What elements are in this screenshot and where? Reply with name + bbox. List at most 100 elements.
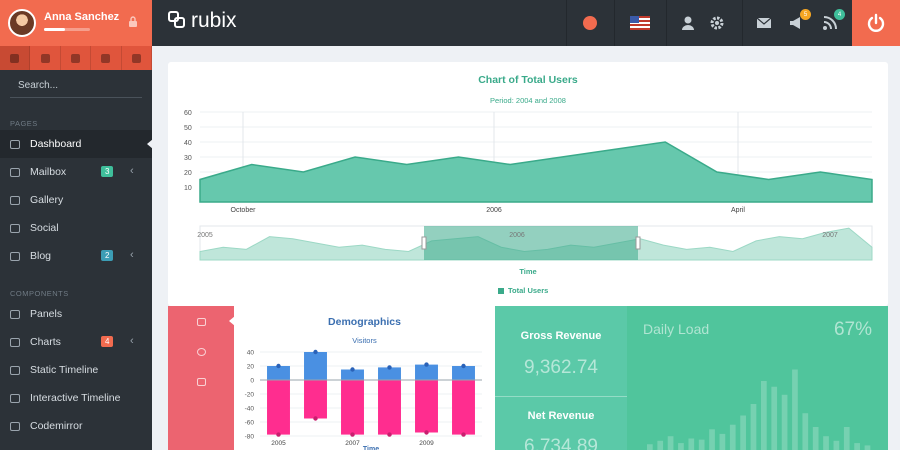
total-users-chart-panel: 10 20 30 40 50 60 October 2006 April 2005 2006 2007… <box>168 62 888 306</box>
dashboard-icon <box>10 139 20 149</box>
sidebar-item-label: Charts <box>30 336 61 348</box>
gross-revenue-label: Gross Revenue <box>520 330 602 342</box>
avatar[interactable] <box>8 9 36 37</box>
sidebar-item-mailbox[interactable]: Mailbox 3 ‹ <box>0 158 152 186</box>
net-revenue-value: 6,734.89 <box>524 436 598 450</box>
count-badge: 2 <box>101 250 114 261</box>
panels-icon <box>10 309 20 319</box>
daily-load-bar <box>657 440 664 450</box>
sidebar-item-dashboard[interactable]: Dashboard <box>0 130 153 158</box>
visitors-point <box>350 432 355 437</box>
x-tick-label: 2005 <box>271 440 286 447</box>
daily-load-bar <box>854 443 860 450</box>
power-button[interactable] <box>852 0 900 46</box>
sidebar: Anna Sanchez Search... PAGES Dashboard Ma… <box>0 0 153 450</box>
demographics-title: Demographics <box>328 316 401 328</box>
visitors-point <box>313 349 318 355</box>
sidebar-item-static-timeline[interactable]: Static Timeline <box>0 356 152 384</box>
section-label-pages: PAGES <box>10 118 38 128</box>
daily-load-bar <box>833 440 840 450</box>
visitors-bar <box>304 352 327 380</box>
rss-icon[interactable]: 4 <box>822 9 845 31</box>
gear-icon[interactable] <box>709 15 725 31</box>
x-axis-label: Time <box>363 446 379 450</box>
navigator-selection <box>424 226 638 260</box>
navigator-handle <box>635 236 641 250</box>
daily-load-bar <box>709 429 715 450</box>
rss-badge: 4 <box>834 9 845 20</box>
y-tick-label: 10 <box>184 185 192 192</box>
net-revenue-label: Net Revenue <box>527 410 595 422</box>
charts-icon <box>10 337 20 347</box>
chart-x-axis-label: Time <box>519 267 537 276</box>
sidebar-item-codemirror[interactable]: Codemirror <box>0 412 152 440</box>
shortcut-chat-icon[interactable] <box>30 46 61 70</box>
daily-load-chart <box>647 369 871 450</box>
pie-chart-tab-icon[interactable] <box>197 348 206 356</box>
chevron-left-icon[interactable]: ‹ <box>130 249 134 261</box>
sidebar-search-input[interactable]: Search... <box>10 76 142 98</box>
chart-legend[interactable]: Total Users <box>498 286 548 295</box>
y-tick-label: -20 <box>245 392 255 399</box>
brand-name: rubix <box>191 9 237 32</box>
sidebar-item-social[interactable]: Social <box>0 214 152 242</box>
daily-load-panel: Daily Load 67% <box>627 306 888 450</box>
legend-label: Total Users <box>508 286 549 295</box>
megaphone-icon[interactable]: 5 <box>788 9 811 31</box>
daily-load-title: Daily Load <box>643 321 710 337</box>
sidebar-item-panels[interactable]: Panels <box>0 300 152 328</box>
daily-load-bar <box>729 424 736 450</box>
shortcut-dashboard-icon[interactable] <box>0 46 31 70</box>
count-badge: 4 <box>101 336 114 347</box>
table-tab-icon[interactable] <box>197 378 206 386</box>
x-tick-label: October <box>231 207 257 214</box>
chevron-left-icon[interactable]: ‹ <box>130 165 134 177</box>
daily-load-bar <box>823 436 829 450</box>
top-divider <box>666 0 667 46</box>
visitors-bar <box>452 366 475 380</box>
mail-icon[interactable] <box>756 15 772 31</box>
brand-logo[interactable]: rubix <box>168 9 237 33</box>
y-tick-label: 30 <box>184 155 192 162</box>
y-tick-label: -80 <box>245 434 255 441</box>
bar-chart-tab-icon[interactable] <box>197 318 206 326</box>
revenue-divider <box>495 396 627 397</box>
visitors-bar <box>304 380 327 419</box>
demographics-chart[interactable]: 40 20 0 -20 -40 -60 -80 2005 2007 2009 Time <box>234 306 495 450</box>
user-icon[interactable] <box>680 15 696 31</box>
top-divider <box>566 0 567 46</box>
y-tick-label: 20 <box>247 364 255 371</box>
mail-icon <box>10 167 20 177</box>
sidebar-item-charts[interactable]: Charts 4 ‹ <box>0 328 152 356</box>
x-tick-label: April <box>731 207 745 214</box>
shortcut-grid-icon[interactable] <box>91 46 122 70</box>
us-flag-icon[interactable] <box>630 15 650 31</box>
visitors-bar <box>341 369 364 380</box>
visitors-point <box>387 365 392 370</box>
sidebar-item-label: Static Timeline <box>30 364 99 376</box>
code-icon <box>10 421 20 431</box>
shortcut-bell-icon[interactable] <box>122 46 153 70</box>
visitors-point <box>313 416 318 421</box>
daily-load-bar <box>740 415 746 450</box>
sidebar-item-gallery[interactable]: Gallery <box>0 186 152 214</box>
daily-load-bar <box>761 381 767 450</box>
blog-icon <box>10 251 20 261</box>
visitors-bar <box>415 364 438 380</box>
total-users-chart[interactable]: 10 20 30 40 50 60 October 2006 April 2005 2006 2007 <box>168 62 888 306</box>
shortcut-pie-icon[interactable] <box>61 46 92 70</box>
visitors-point <box>424 430 429 435</box>
status-dot-icon[interactable] <box>582 15 598 31</box>
y-tick-label: 0 <box>250 378 254 385</box>
sidebar-item-blog[interactable]: Blog 2 ‹ <box>0 242 152 270</box>
total-users-area <box>199 141 873 203</box>
lock-icon[interactable] <box>128 16 138 28</box>
legend-swatch <box>498 287 504 294</box>
chevron-left-icon[interactable]: ‹ <box>130 335 134 347</box>
user-name[interactable]: Anna Sanchez <box>44 11 120 23</box>
navigator-handle <box>421 236 427 250</box>
navigator-label: 2005 <box>197 232 213 239</box>
sidebar-item-interactive-timeline[interactable]: Interactive Timeline <box>0 384 152 412</box>
demographics-panel: 40 20 0 -20 -40 -60 -80 2005 2007 2009 Time Demogr… <box>234 306 495 450</box>
sidebar-item-label: Panels <box>30 308 63 320</box>
